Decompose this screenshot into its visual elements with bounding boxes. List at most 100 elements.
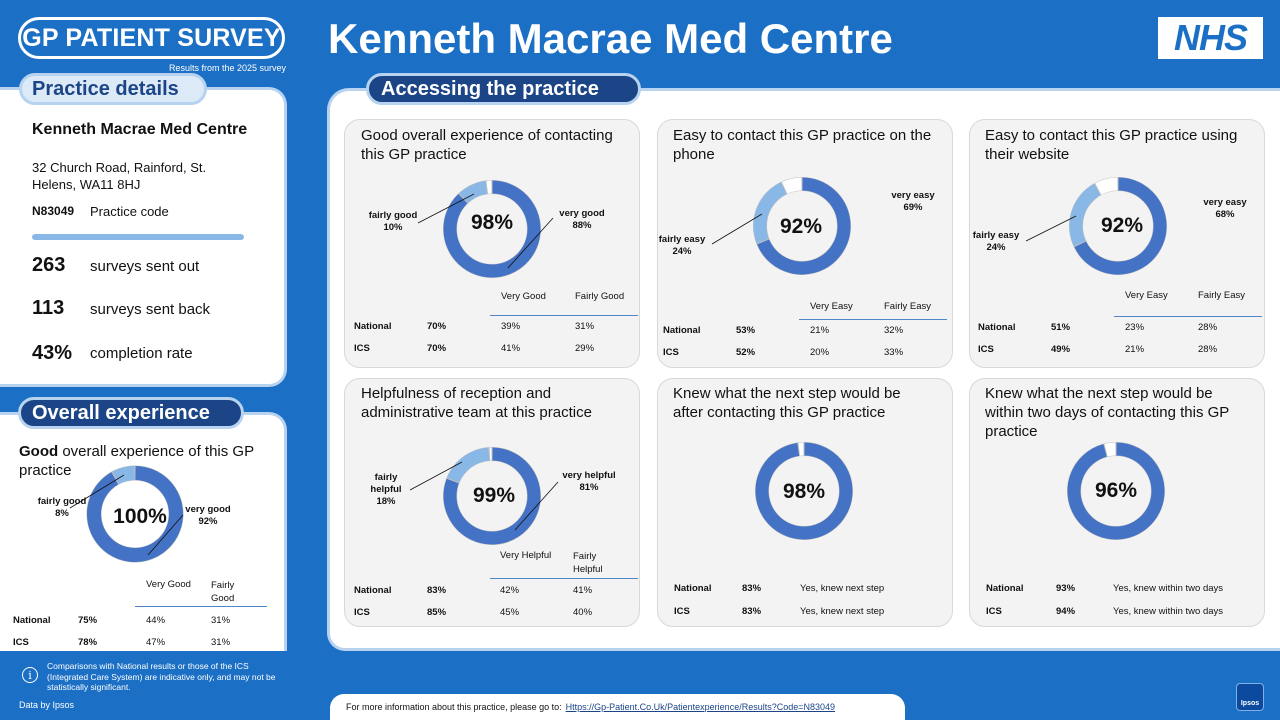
row-total: 94% xyxy=(1056,606,1076,617)
ipsos-logo: Ipsos xyxy=(1236,683,1264,711)
overall-fairly-leader xyxy=(69,474,125,509)
primary-pct: 81% xyxy=(579,482,599,493)
nhs-logo-text: NHS xyxy=(1173,17,1248,58)
row-total: 70% xyxy=(427,343,447,354)
practice-results-link[interactable]: Https://Gp-Patient.Co.Uk/Patientexperien… xyxy=(565,702,836,712)
primary-label: very easy 68% xyxy=(1195,197,1255,221)
row-total: 70% xyxy=(427,321,447,332)
gp-patient-survey-logo: GP PATIENT SURVEY xyxy=(18,17,285,59)
accessing-practice-tab: Accessing the practice xyxy=(366,73,641,105)
data-by-credit: Data by Ipsos xyxy=(19,700,75,710)
card-donut-1 xyxy=(443,180,541,278)
card-donut-primary-arc xyxy=(757,177,851,275)
row-c1: 45% xyxy=(500,607,520,618)
card-contact-website xyxy=(969,119,1265,368)
overall-row-c2: 31% xyxy=(211,637,231,648)
primary-pct: 69% xyxy=(903,202,923,213)
secondary-text: fairly easy xyxy=(972,230,1020,241)
row-label: National xyxy=(663,325,701,336)
card-donut-primary-arc xyxy=(443,447,541,545)
card-donut-primary-arc xyxy=(1074,177,1167,275)
secondary-text: fairly helpful xyxy=(370,472,402,495)
table-rule xyxy=(490,315,638,316)
secondary-pct: 24% xyxy=(986,242,1006,253)
more-info-text: For more information about this practice… xyxy=(346,702,562,712)
row-label: ICS xyxy=(978,344,994,355)
row-label: National xyxy=(978,322,1016,333)
card-contact-phone xyxy=(657,119,953,368)
col2-header: Fairly Good xyxy=(575,291,625,302)
row-label: ICS xyxy=(354,343,370,354)
overall-col1-header: Very Good xyxy=(146,579,191,590)
card-donut-3 xyxy=(1069,177,1167,275)
secondary-pct: 18% xyxy=(376,496,396,507)
secondary-label: fairly good 10% xyxy=(360,210,426,234)
overall-title-rest: overall experience of this GP practice xyxy=(19,443,254,479)
row-c1: 21% xyxy=(1125,344,1145,355)
overall-very-leader xyxy=(147,514,184,556)
page-title: Kenneth Macrae Med Centre xyxy=(328,15,893,62)
overall-col2-header: Fairly Good xyxy=(211,580,235,604)
card-donut-secondary-arc xyxy=(447,447,490,483)
col2-header: Fairly Easy xyxy=(1198,290,1245,301)
table-rule xyxy=(490,578,638,579)
row-c2: 32% xyxy=(884,325,904,336)
card-donut-rest-arc xyxy=(1104,442,1116,457)
row-c2: 29% xyxy=(575,343,595,354)
row-total: 93% xyxy=(1056,583,1076,594)
row-c2: 40% xyxy=(573,607,593,618)
card-donut-secondary-arc xyxy=(753,182,787,244)
secondary-pct: 24% xyxy=(672,246,692,257)
overall-very-good-label: very good 92% xyxy=(180,504,236,528)
row-total: 85% xyxy=(427,607,447,618)
practice-code-label: Practice code xyxy=(90,204,169,219)
overall-fairly-good-label: fairly good 8% xyxy=(30,496,94,520)
row-c1: 23% xyxy=(1125,322,1145,333)
overall-row-c1: 44% xyxy=(146,615,166,626)
card-total-pct: 92% xyxy=(779,215,823,238)
table-rule xyxy=(799,319,947,320)
overall-donut-primary-arc xyxy=(87,466,183,562)
card-donut-primary-arc xyxy=(755,442,853,540)
primary-label: very good 88% xyxy=(552,208,612,232)
card-donut-4 xyxy=(443,447,541,545)
comparison-note: Comparisons with National results or tho… xyxy=(47,661,276,692)
row-total: 83% xyxy=(742,606,762,617)
practice-details-tab: Practice details xyxy=(19,73,207,105)
row-label: ICS xyxy=(663,347,679,358)
card-total-pct: 99% xyxy=(472,484,516,507)
overall-row-label: ICS xyxy=(13,637,29,648)
col2-header: Fairly Helpful xyxy=(573,551,603,575)
primary-text: very good xyxy=(559,208,605,219)
primary-pct: 88% xyxy=(572,220,592,231)
primary-text: very easy xyxy=(891,190,935,201)
row-c1: 20% xyxy=(810,347,830,358)
row-label: National xyxy=(674,583,712,594)
overall-total-pct: 100% xyxy=(113,505,167,528)
overall-fairly-good-text: fairly good xyxy=(37,496,87,507)
card-donut-2 xyxy=(753,177,851,275)
nhs-logo: NHS xyxy=(1158,17,1263,59)
row-desc: Yes, knew next step xyxy=(800,606,885,617)
card-donut-6 xyxy=(1067,442,1165,540)
overall-experience-title: Good overall experience of this GP pract… xyxy=(19,442,259,480)
row-label: National xyxy=(354,321,392,332)
card-total-pct: 98% xyxy=(470,211,514,234)
leader-line xyxy=(417,193,475,224)
overall-title-bold: Good xyxy=(19,443,59,460)
overall-experience-panel xyxy=(0,412,287,651)
leader-line xyxy=(711,213,763,245)
leader-line xyxy=(1025,215,1077,242)
row-label: ICS xyxy=(354,607,370,618)
card-donut-secondary-arc xyxy=(459,180,488,204)
info-icon: i xyxy=(22,667,38,683)
row-c1: 39% xyxy=(501,321,521,332)
row-c2: 33% xyxy=(884,347,904,358)
row-label: ICS xyxy=(674,606,690,617)
secondary-label: fairly easy 24% xyxy=(652,234,712,258)
row-total: 49% xyxy=(1051,344,1071,355)
practice-code-value: N83049 xyxy=(32,204,75,218)
card-donut-primary-arc xyxy=(1067,442,1165,540)
secondary-label: fairly easy 24% xyxy=(966,230,1026,254)
